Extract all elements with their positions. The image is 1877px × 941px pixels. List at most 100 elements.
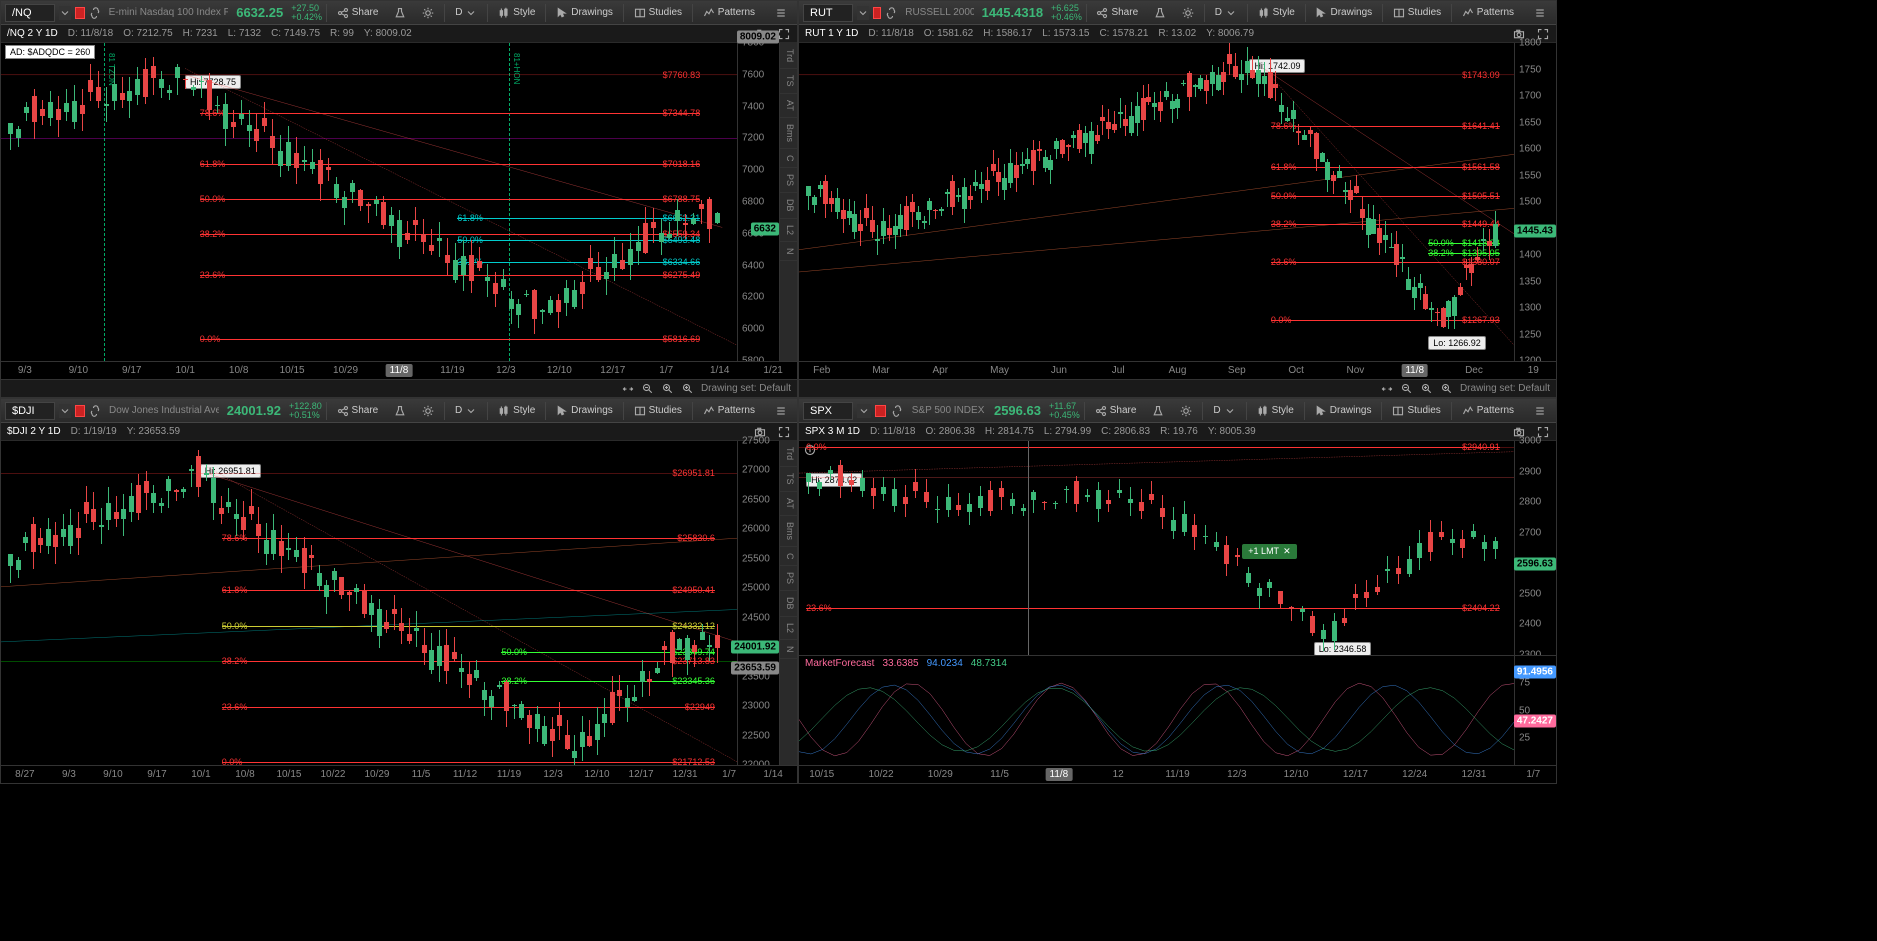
zoom-out-icon[interactable] bbox=[1400, 382, 1414, 396]
drawings-button[interactable]: Drawings bbox=[1309, 403, 1378, 419]
drawings-button[interactable]: Drawings bbox=[1309, 5, 1378, 21]
chain-icon[interactable] bbox=[885, 6, 897, 20]
sidebar-tab-ps[interactable]: PS bbox=[780, 566, 797, 591]
indicator-panel[interactable]: MarketForecast 33.6385 94.0234 48.7314 9… bbox=[799, 655, 1556, 765]
alert-icon[interactable] bbox=[75, 7, 85, 19]
zoom-in-icon[interactable] bbox=[1420, 382, 1434, 396]
expand-icon[interactable] bbox=[777, 27, 791, 41]
candle bbox=[1273, 43, 1278, 361]
timeframe-button[interactable]: D bbox=[449, 403, 483, 419]
list-icon[interactable] bbox=[769, 5, 793, 21]
symbol-dropdown[interactable] bbox=[59, 404, 71, 418]
sidebar-tab-db[interactable]: DB bbox=[780, 193, 797, 219]
symbol-input[interactable]: $DJI bbox=[5, 402, 55, 420]
symbol-dropdown[interactable] bbox=[857, 6, 869, 20]
flask-button[interactable] bbox=[1146, 403, 1170, 419]
drawings-button[interactable]: Drawings bbox=[550, 5, 619, 21]
patterns-button[interactable]: Patterns bbox=[697, 5, 761, 21]
x-axis[interactable]: 10/1510/2210/2911/511/81211/1912/312/101… bbox=[799, 765, 1556, 783]
settings-button[interactable] bbox=[416, 5, 440, 21]
pan-icon[interactable] bbox=[621, 382, 635, 396]
share-button[interactable]: Share bbox=[331, 5, 385, 21]
studies-button[interactable]: Studies bbox=[1386, 403, 1446, 419]
flask-button[interactable] bbox=[1148, 5, 1172, 21]
chain-icon[interactable] bbox=[89, 6, 101, 20]
symbol-dropdown[interactable] bbox=[59, 6, 71, 20]
flask-button[interactable] bbox=[388, 403, 412, 419]
pan-icon[interactable] bbox=[1380, 382, 1394, 396]
sidebar-tab-at[interactable]: AT bbox=[780, 94, 797, 118]
sidebar-tab-ps[interactable]: PS bbox=[780, 168, 797, 193]
zoom-out-icon[interactable] bbox=[641, 382, 655, 396]
timeframe-button[interactable]: D bbox=[449, 5, 483, 21]
patterns-button[interactable]: Patterns bbox=[697, 403, 761, 419]
sidebar-tab-c[interactable]: C bbox=[780, 149, 797, 169]
flask-button[interactable] bbox=[388, 5, 412, 21]
share-button[interactable]: Share bbox=[331, 403, 385, 419]
top-line-price: $7760.83 bbox=[663, 70, 701, 80]
chain-icon[interactable] bbox=[89, 404, 101, 418]
chart-canvas[interactable]: Hi: 26951.81 78.6% $25830.6 61.8% $24950… bbox=[1, 441, 737, 765]
expand-icon[interactable] bbox=[777, 425, 791, 439]
zoom-icon[interactable] bbox=[681, 382, 695, 396]
sidebar-tab-n[interactable]: N bbox=[780, 640, 797, 660]
studies-button[interactable]: Studies bbox=[628, 403, 688, 419]
x-axis[interactable]: 9/39/109/1710/110/810/1510/2911/811/1912… bbox=[1, 361, 797, 379]
style-button[interactable]: Style bbox=[492, 403, 541, 419]
x-axis[interactable]: 8/279/39/109/1710/110/810/1510/2210/2911… bbox=[1, 765, 797, 783]
symbol-dropdown[interactable] bbox=[857, 404, 871, 418]
settings-button[interactable] bbox=[1176, 5, 1200, 21]
sidebar-tab-trd[interactable]: Trd bbox=[780, 441, 797, 467]
list-icon[interactable] bbox=[1528, 5, 1552, 21]
sidebar-tab-trd[interactable]: Trd bbox=[780, 43, 797, 69]
settings-button[interactable] bbox=[1174, 403, 1198, 419]
studies-button[interactable]: Studies bbox=[1387, 5, 1447, 21]
sidebar-tab-bms[interactable]: Bms bbox=[780, 118, 797, 149]
x-axis[interactable]: FebMarAprMayJunJulAugSepOctNov11/8Dec19 bbox=[799, 361, 1556, 379]
chart-canvas[interactable]: Hi: 1742.09 Lo: 1266.92 78.6% $1641.41 6… bbox=[799, 43, 1514, 361]
sidebar-tab-ts[interactable]: TS bbox=[780, 69, 797, 94]
y-axis[interactable]: 1200125013001350140014501500155016001650… bbox=[1514, 43, 1556, 361]
share-button[interactable]: Share bbox=[1090, 5, 1144, 21]
patterns-button[interactable]: Patterns bbox=[1456, 403, 1520, 419]
share-button[interactable]: Share bbox=[1089, 403, 1143, 419]
y-axis[interactable]: 5800600062006400660068007000720074007600… bbox=[737, 43, 779, 361]
sidebar-tab-db[interactable]: DB bbox=[780, 591, 797, 617]
chart-canvas[interactable]: AD: $ADQDC = 260 Hi: 7728.75 81 TZON81+H… bbox=[1, 43, 737, 361]
chain-icon[interactable] bbox=[890, 404, 904, 418]
candle bbox=[841, 43, 846, 361]
studies-button[interactable]: Studies bbox=[628, 5, 688, 21]
sidebar-tab-bms[interactable]: Bms bbox=[780, 516, 797, 547]
alert-icon[interactable] bbox=[875, 405, 887, 417]
style-button[interactable]: Style bbox=[1252, 5, 1301, 21]
style-button[interactable]: Style bbox=[492, 5, 541, 21]
drawings-button[interactable]: Drawings bbox=[550, 403, 619, 419]
candle bbox=[114, 441, 119, 765]
alert-icon[interactable] bbox=[75, 405, 85, 417]
symbol-input[interactable]: /NQ bbox=[5, 4, 55, 22]
zoom-in-icon[interactable] bbox=[661, 382, 675, 396]
sidebar-tab-l2[interactable]: L2 bbox=[780, 219, 797, 242]
drawing-set-label[interactable]: Drawing set: Default bbox=[1460, 383, 1550, 394]
y-axis[interactable]: 2200022500230002350024000245002500025500… bbox=[737, 441, 779, 765]
sidebar-tab-n[interactable]: N bbox=[780, 242, 797, 262]
zoom-icon[interactable] bbox=[1440, 382, 1454, 396]
symbol-input[interactable]: SPX bbox=[803, 402, 853, 420]
style-button[interactable]: Style bbox=[1251, 403, 1300, 419]
candle bbox=[572, 43, 577, 361]
symbol-input[interactable]: RUT bbox=[803, 4, 853, 22]
timeframe-button[interactable]: D bbox=[1207, 403, 1241, 419]
sidebar-tab-at[interactable]: AT bbox=[780, 492, 797, 516]
sidebar-tab-ts[interactable]: TS bbox=[780, 467, 797, 492]
sidebar-tab-c[interactable]: C bbox=[780, 547, 797, 567]
sidebar-tab-l2[interactable]: L2 bbox=[780, 617, 797, 640]
timeframe-button[interactable]: D bbox=[1209, 5, 1243, 21]
list-icon[interactable] bbox=[1528, 403, 1552, 419]
alert-icon[interactable] bbox=[873, 7, 881, 19]
patterns-button[interactable]: Patterns bbox=[1456, 5, 1520, 21]
settings-button[interactable] bbox=[416, 403, 440, 419]
list-icon[interactable] bbox=[769, 403, 793, 419]
chart-canvas[interactable]: Hi: 2874.02 Lo: 2346.58 +1 LMT ✕ 0.0% $2… bbox=[799, 441, 1514, 655]
y-axis[interactable]: 230024002500260027002800290030002596.63 bbox=[1514, 441, 1556, 655]
drawing-set-label[interactable]: Drawing set: Default bbox=[701, 383, 791, 394]
